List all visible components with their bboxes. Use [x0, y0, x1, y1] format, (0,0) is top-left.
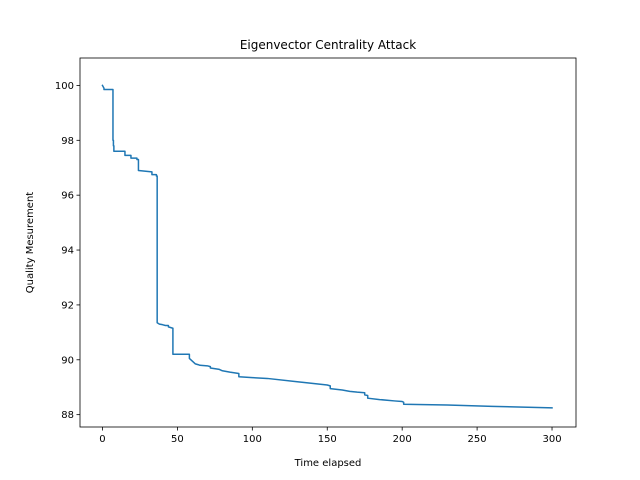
x-tick-label: 0: [99, 434, 105, 445]
x-tick-label: 50: [171, 434, 184, 445]
y-tick-label: 100: [55, 81, 74, 92]
x-tick-label: 200: [393, 434, 412, 445]
axes-frame: [79, 57, 577, 428]
x-tick-label: 250: [468, 434, 487, 445]
plot-area: [101, 84, 553, 409]
x-tick-label: 300: [542, 434, 561, 445]
y-tick-label: 92: [61, 300, 74, 311]
y-tick-label: 88: [61, 410, 74, 421]
x-tick-label: 100: [243, 434, 262, 445]
x-tick-label: 150: [318, 434, 337, 445]
y-tick-label: 96: [61, 191, 74, 202]
x-axis-label: Time elapsed: [294, 458, 362, 469]
y-axis-label: Quality Mesurement: [25, 192, 36, 294]
y-tick-label: 98: [61, 136, 74, 147]
chart-title: Eigenvector Centrality Attack: [240, 38, 416, 52]
y-tick-label: 90: [61, 355, 74, 366]
series-line-0: [101, 84, 553, 409]
y-tick-label: 94: [61, 246, 74, 257]
axis-ticks: 0 50 100 150 200 250 300 88 90 92 94 96 98 100: [55, 81, 562, 445]
